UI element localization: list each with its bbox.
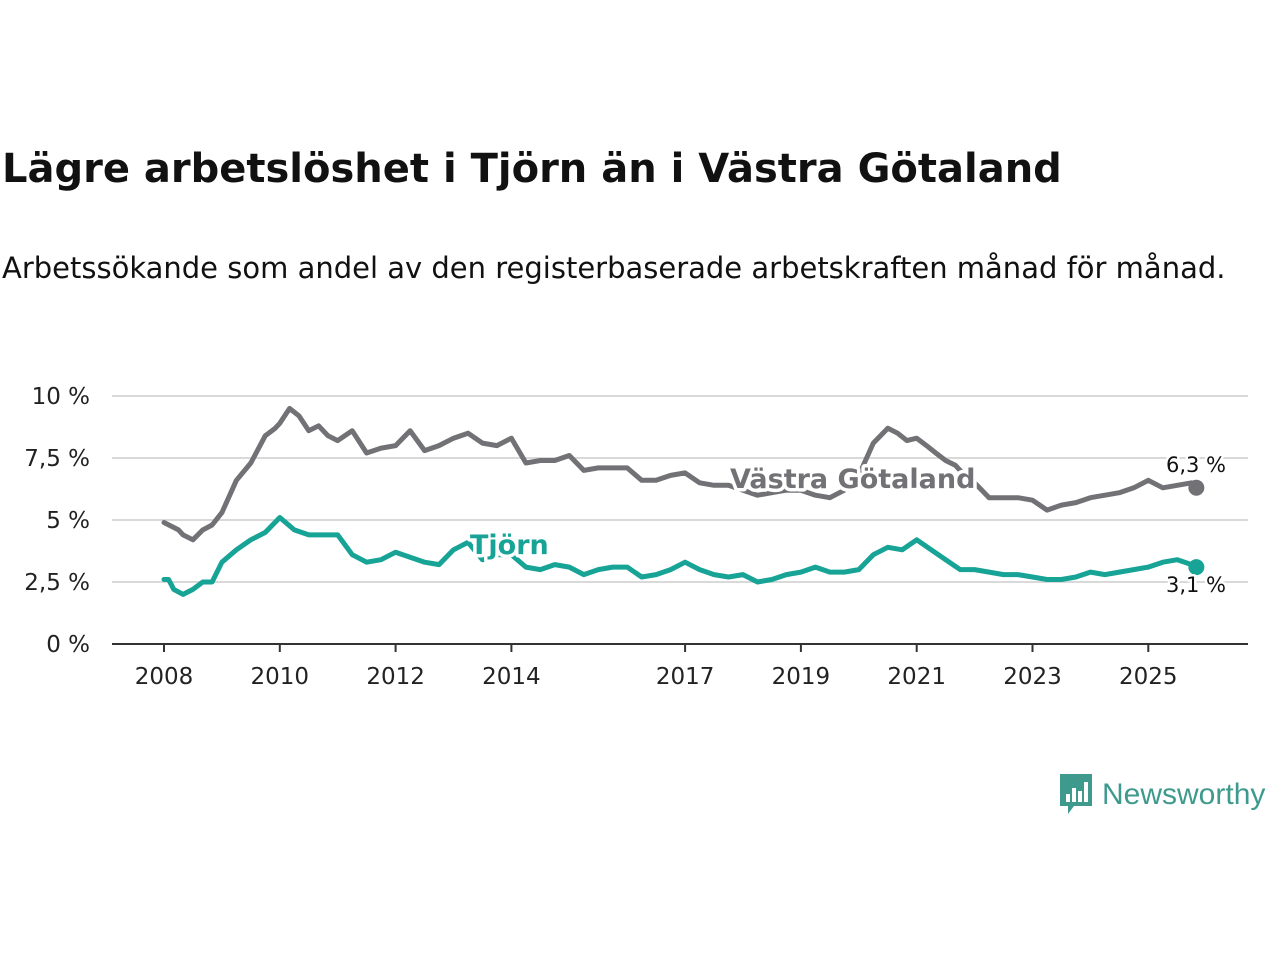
x-tick-label: 2008 (135, 664, 194, 690)
x-tick-label: 2012 (366, 664, 425, 690)
newsworthy-logo-icon (1060, 774, 1092, 814)
series-label-tjorn: Tjörn (470, 530, 549, 561)
line-chart: 0 % 2,5 % 5 % 7,5 % 10 % 2008 2010 2012 2014 2017… (24, 384, 1248, 690)
x-tick-label: 2014 (482, 664, 541, 690)
series-label-vg: Västra Götaland (730, 464, 975, 495)
end-point-vg (1188, 479, 1205, 496)
y-tick-label: 2,5 % (24, 570, 90, 596)
series-line-vg (161, 405, 1199, 543)
end-label-tjorn: 3,1 % (1166, 573, 1226, 597)
x-tick-label: 2010 (251, 664, 310, 690)
x-tick-label: 2021 (887, 664, 946, 690)
x-tick-label: 2017 (656, 664, 715, 690)
x-tick-label: 2019 (772, 664, 831, 690)
y-tick-label: 0 % (46, 632, 90, 658)
end-point-tjorn (1188, 559, 1205, 576)
end-label-vg: 6,3 % (1166, 453, 1226, 477)
brand-name: Newsworthy (1102, 778, 1266, 811)
x-tick-label: 2025 (1119, 664, 1178, 690)
y-tick-label: 10 % (32, 384, 90, 410)
brand-logo[interactable]: Newsworthy (1058, 772, 1265, 818)
chart-title: Lägre arbetslöshet i Tjörn än i Västra G… (2, 146, 1062, 192)
x-tick-label: 2023 (1003, 664, 1062, 690)
series-line-tjorn (161, 515, 1199, 597)
y-tick-label: 7,5 % (24, 446, 90, 472)
chart-subtitle: Arbetssökande som andel av den registerb… (2, 251, 1226, 285)
y-tick-label: 5 % (46, 508, 90, 534)
